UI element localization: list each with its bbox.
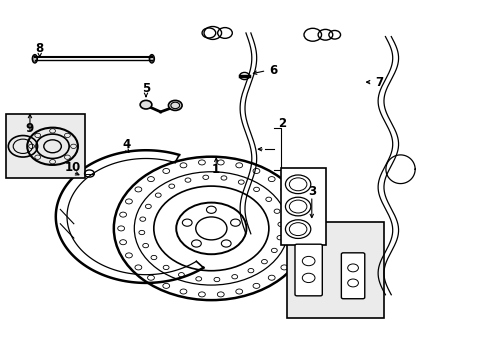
Text: 5: 5	[142, 82, 150, 95]
Text: 10: 10	[64, 161, 81, 174]
Text: 7: 7	[374, 76, 383, 89]
Text: 3: 3	[307, 185, 315, 198]
FancyBboxPatch shape	[294, 244, 322, 296]
Bar	[5, 114, 84, 178]
Ellipse shape	[33, 55, 37, 62]
Ellipse shape	[32, 55, 37, 63]
Text: 8: 8	[36, 41, 44, 54]
Text: 1: 1	[212, 163, 220, 176]
Text: 9: 9	[26, 122, 34, 135]
Text: 4: 4	[122, 138, 130, 151]
Circle shape	[168, 100, 182, 111]
Text: 6: 6	[269, 64, 277, 77]
Bar	[287, 222, 383, 318]
Ellipse shape	[150, 55, 153, 62]
Ellipse shape	[149, 55, 154, 63]
FancyBboxPatch shape	[341, 253, 364, 299]
Text: 2: 2	[278, 117, 286, 130]
Circle shape	[140, 100, 152, 109]
Bar	[281, 168, 325, 245]
